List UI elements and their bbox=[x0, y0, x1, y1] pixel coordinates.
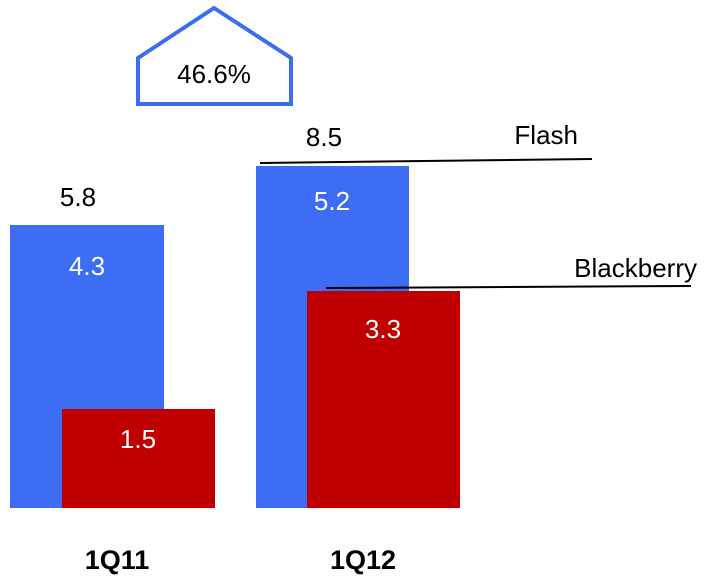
category-label-1q11: 1Q11 bbox=[85, 545, 150, 575]
total-label-1q12: 8.5 bbox=[306, 122, 342, 152]
growth-callout-label: 46.6% bbox=[177, 59, 251, 89]
growth-callout-shape bbox=[136, 5, 293, 106]
legend-blackberry: Blackberry bbox=[574, 253, 697, 283]
flash-leader-line bbox=[259, 158, 593, 164]
blackberry-value-1q11: 1.5 bbox=[120, 424, 156, 454]
blackberry-leader-line bbox=[325, 285, 692, 289]
flash-value-1q12: 5.2 bbox=[314, 186, 350, 216]
flash-value-1q11: 4.3 bbox=[69, 251, 105, 281]
bar-blackberry-1q11 bbox=[62, 409, 215, 508]
total-label-1q11: 5.8 bbox=[60, 182, 96, 212]
blackberry-value-1q12: 3.3 bbox=[365, 314, 401, 344]
bar-blackberry-1q12 bbox=[307, 291, 460, 508]
legend-flash: Flash bbox=[514, 120, 578, 150]
category-label-1q12: 1Q12 bbox=[330, 545, 396, 575]
